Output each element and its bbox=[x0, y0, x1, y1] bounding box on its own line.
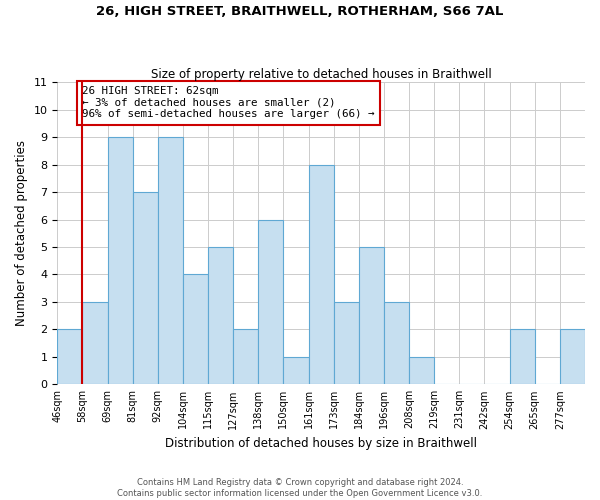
Bar bbox=[57, 330, 82, 384]
Bar bbox=[560, 330, 585, 384]
Bar bbox=[208, 247, 233, 384]
Bar bbox=[359, 247, 384, 384]
Title: Size of property relative to detached houses in Braithwell: Size of property relative to detached ho… bbox=[151, 68, 491, 81]
X-axis label: Distribution of detached houses by size in Braithwell: Distribution of detached houses by size … bbox=[165, 437, 477, 450]
Bar bbox=[334, 302, 359, 384]
Bar bbox=[259, 220, 283, 384]
Text: Contains HM Land Registry data © Crown copyright and database right 2024.
Contai: Contains HM Land Registry data © Crown c… bbox=[118, 478, 482, 498]
Bar bbox=[308, 164, 334, 384]
Bar bbox=[233, 330, 259, 384]
Y-axis label: Number of detached properties: Number of detached properties bbox=[15, 140, 28, 326]
Bar bbox=[384, 302, 409, 384]
Text: 26, HIGH STREET, BRAITHWELL, ROTHERHAM, S66 7AL: 26, HIGH STREET, BRAITHWELL, ROTHERHAM, … bbox=[97, 5, 503, 18]
Bar bbox=[82, 302, 107, 384]
Bar bbox=[107, 137, 133, 384]
Bar bbox=[158, 137, 183, 384]
Bar bbox=[509, 330, 535, 384]
Bar bbox=[409, 357, 434, 384]
Bar bbox=[183, 274, 208, 384]
Text: 26 HIGH STREET: 62sqm
← 3% of detached houses are smaller (2)
96% of semi-detach: 26 HIGH STREET: 62sqm ← 3% of detached h… bbox=[82, 86, 375, 120]
Bar bbox=[133, 192, 158, 384]
Bar bbox=[283, 357, 308, 384]
